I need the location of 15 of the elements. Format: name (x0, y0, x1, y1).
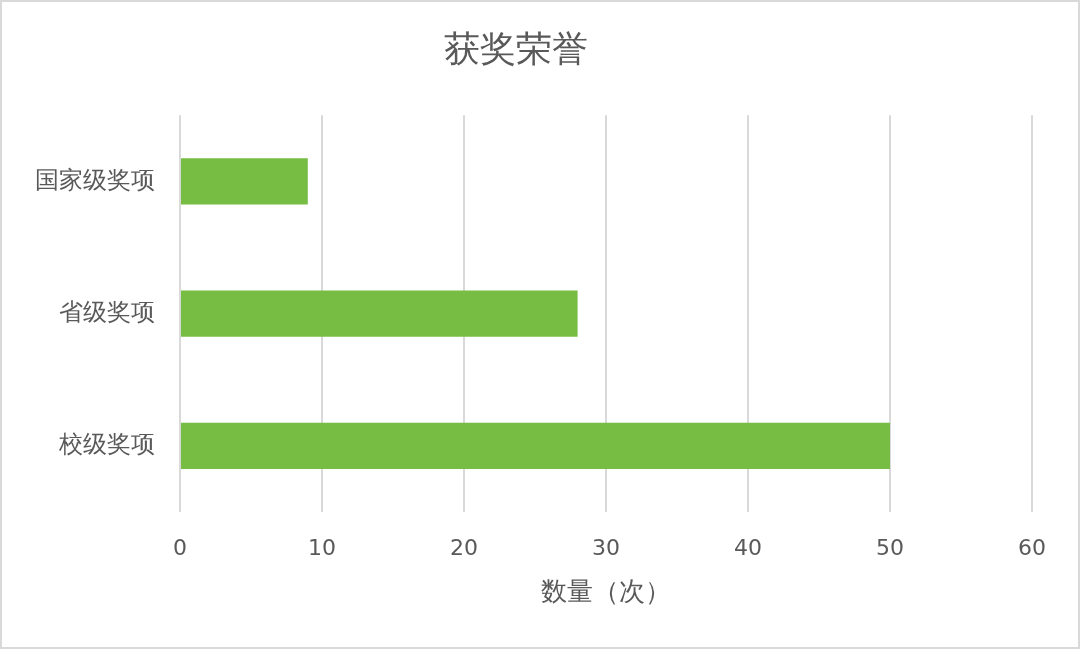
y-tick-label: 省级奖项 (59, 297, 155, 326)
y-tick-label: 国家级奖项 (35, 165, 155, 194)
x-tick-label: 30 (592, 534, 620, 560)
chart-title: 获奖荣誉 (444, 27, 588, 69)
bar (181, 158, 308, 205)
x-tick-label: 20 (450, 534, 478, 560)
bar (181, 290, 578, 337)
x-tick-label: 50 (876, 534, 904, 560)
x-tick-label: 60 (1018, 534, 1046, 560)
bar (181, 422, 890, 470)
x-tick-label: 40 (734, 534, 762, 560)
x-axis-title: 数量（次） (541, 576, 671, 607)
x-tick-label: 0 (173, 534, 187, 560)
x-tick-label: 10 (308, 534, 336, 560)
y-tick-label: 校级奖项 (58, 430, 155, 459)
